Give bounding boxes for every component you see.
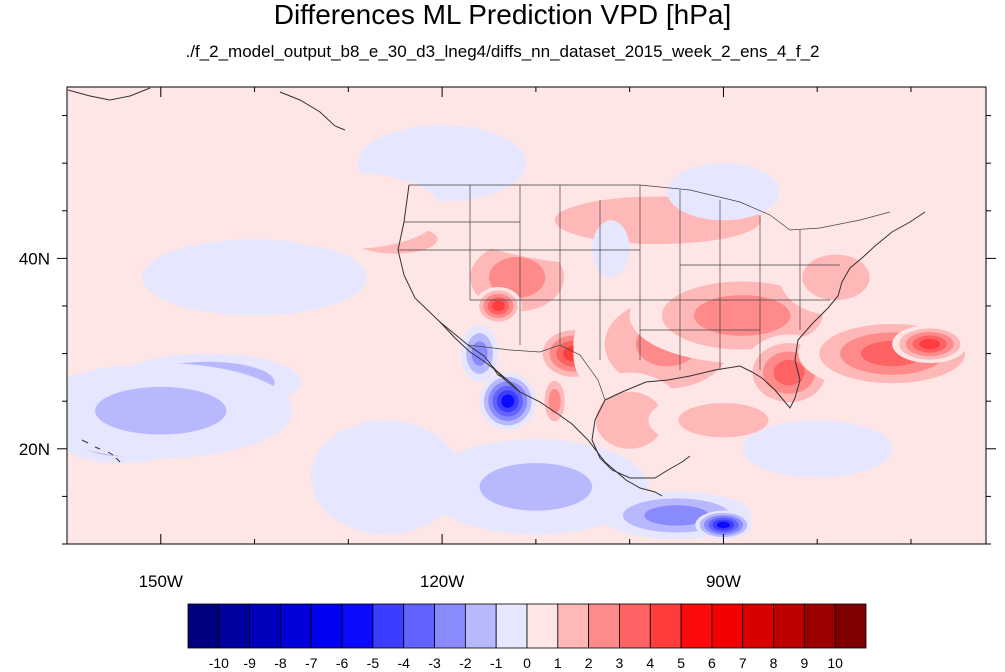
colorbar-swatch [218, 603, 251, 649]
state-borders [398, 184, 891, 401]
colorbar-label: -3 [428, 655, 441, 671]
colorbar-label: -1 [490, 655, 503, 671]
colorbar-swatch [464, 603, 497, 649]
hawaii-islands [81, 439, 121, 463]
field-blob-27-level-0 [742, 420, 893, 478]
baja-peninsula [439, 321, 521, 393]
colorbar-label: -6 [336, 655, 349, 671]
field-layer [67, 87, 986, 544]
colorbar-label: 10 [827, 655, 843, 671]
colorbar-label: 2 [585, 655, 593, 671]
colorbar-swatch [680, 603, 713, 649]
alaska-coast [67, 87, 346, 131]
colorbar-swatch [403, 603, 435, 649]
plot-frame [66, 86, 987, 545]
colorbar-swatch [249, 603, 281, 649]
colorbar-label: 6 [708, 655, 716, 671]
colorbar-swatch [372, 603, 405, 649]
colorbar-swatch [434, 603, 466, 649]
colorbar-swatch [834, 603, 867, 649]
state-grid [398, 185, 840, 370]
colorbar-label: -2 [459, 655, 472, 671]
colorbar-label: 0 [523, 655, 531, 671]
colorbar-swatch [557, 603, 590, 649]
field-blob-29-level-0 [254, 172, 443, 249]
colorbar-swatch [187, 603, 220, 649]
colorbar-label: 4 [646, 655, 654, 671]
axis-ticks [57, 87, 996, 545]
colorbar-swatch [495, 603, 528, 649]
colorbar-label: 3 [616, 655, 624, 671]
colorbar-swatch [526, 603, 559, 649]
colorbar-swatch [773, 603, 805, 649]
field-blob-19-level-1 [95, 386, 227, 435]
colorbar: -10 -9 -8 -7 -6 -5 -4 -3 -2 -1 0 1 2 3 4 5 6 7 8 9 10 [187, 603, 867, 671]
field-blob-22-level-5 [716, 521, 730, 529]
colorbar-label: -10 [209, 655, 229, 671]
field-blob-15-level-5 [501, 394, 515, 408]
colorbar-swatch [619, 603, 651, 649]
colorbar-label: -5 [367, 655, 380, 671]
colorbar-swatch [588, 603, 620, 649]
colorbar-label: -4 [398, 655, 411, 671]
colorbar-label: 5 [677, 655, 685, 671]
field-blob-20-level-1 [479, 463, 593, 511]
colorbar-swatch [742, 603, 774, 649]
canada-us-border [409, 184, 891, 231]
field-blob-28-level-0 [592, 220, 630, 278]
colorbar-label: -7 [305, 655, 318, 671]
field-blob-14-level-1 [678, 403, 769, 438]
chart-subtitle: ./f_2_model_output_b8_e_30_d3_lneg4/diff… [185, 42, 820, 61]
field-blob-5-level-2 [693, 295, 791, 336]
x-tick-label: 90W [706, 572, 741, 591]
colorbar-swatch [649, 603, 682, 649]
x-tick-label: 120W [420, 572, 464, 591]
colorbar-swatch [711, 603, 744, 649]
mexico-gulf-coast [591, 399, 691, 479]
y-tick-label: 20N [19, 440, 50, 459]
colorbar-label: 1 [554, 655, 562, 671]
gulf-coast [604, 211, 926, 409]
field-blob-13-level-2 [548, 388, 561, 414]
field-blob-10-level-1 [802, 254, 870, 301]
colorbar-label: 7 [739, 655, 747, 671]
field-blob-25-level-0 [667, 163, 780, 221]
y-tick-label: 40N [19, 249, 50, 268]
colorbar-label: -9 [243, 655, 256, 671]
field-blob-8-level-4 [919, 338, 940, 350]
colorbar-swatch [310, 603, 343, 649]
field-blob-23-level-0 [310, 420, 461, 535]
axis-tick-labels: 150W 120W 90W 40N 20N [19, 249, 741, 591]
coastlines [67, 87, 926, 497]
colorbar-label: 9 [800, 655, 808, 671]
colorbar-label: -8 [274, 655, 287, 671]
chart-title: Differences ML Prediction VPD [hPa] [273, 0, 732, 30]
field-blob-11-level-1 [595, 391, 664, 449]
north-america-coastline [397, 184, 663, 497]
field-blob-1-level-4 [491, 300, 505, 312]
x-tick-label: 150W [139, 572, 183, 591]
field-blob-21-level-2 [644, 505, 709, 526]
colorbar-swatch [341, 603, 374, 649]
colorbar-swatch [803, 603, 836, 649]
colorbar-swatch [280, 603, 312, 649]
colorbar-label: 8 [770, 655, 778, 671]
field-blob-26-level-0 [142, 239, 368, 316]
